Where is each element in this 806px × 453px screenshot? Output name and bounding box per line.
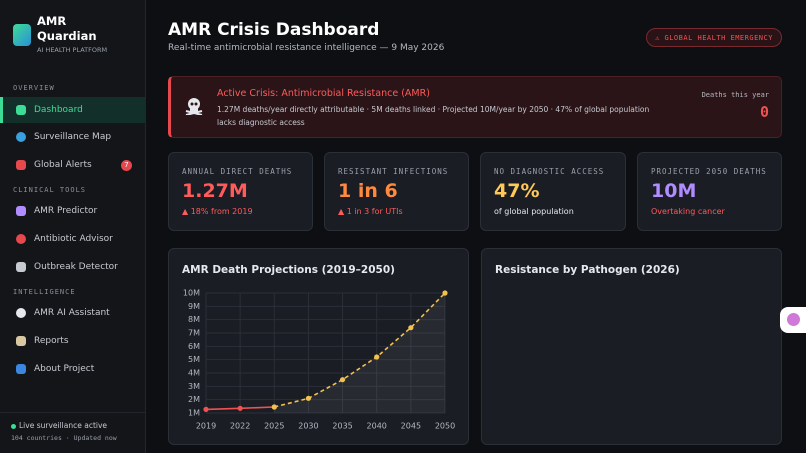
stat-card: ANNUAL DIRECT DEATHS 1.27M ▲ 18% from 2019: [168, 152, 313, 231]
point: [271, 404, 277, 410]
nav-item[interactable]: Antibiotic Advisor: [0, 226, 146, 252]
skull-icon: [185, 98, 203, 115]
tagline: AI HEALTH PLATFORM: [37, 46, 108, 54]
y-tick-label: 2M: [188, 395, 200, 404]
stat-note: Overtaking cancer: [651, 207, 725, 216]
section-title: OVERVIEW: [13, 84, 55, 92]
chart-title: AMR Death Projections (2019–2050): [182, 264, 395, 276]
brand: AMR Quardian: [37, 14, 97, 43]
counter-label: Deaths this year: [701, 91, 769, 99]
nav-label: Dashboard: [34, 105, 83, 115]
stat-card: PROJECTED 2050 DEATHS 10M Overtaking cance…: [637, 152, 782, 231]
page-title: AMR Crisis Dashboard: [168, 20, 380, 40]
x-tick-label: 2019: [196, 422, 216, 431]
x-tick-label: 2022: [230, 422, 250, 431]
counter-value: 0: [759, 103, 769, 121]
pathogen-panel: Resistance by Pathogen (2026): [481, 248, 782, 445]
nav-label: About Project: [34, 364, 95, 374]
nav-label: Reports: [34, 336, 69, 346]
nav-item[interactable]: Global Alerts 7: [0, 152, 146, 178]
crisis-banner: Active Crisis: Antimicrobial Resistance …: [168, 76, 782, 138]
alert-pill: ⚠ GLOBAL HEALTH EMERGENCY: [646, 28, 782, 47]
nav-label: Surveillance Map: [34, 132, 112, 142]
stat-value: 1 in 6: [338, 180, 398, 202]
nav-item[interactable]: About Project: [0, 356, 146, 382]
section-title: INTELLIGENCE: [13, 288, 76, 296]
y-tick-label: 5M: [188, 355, 200, 364]
y-tick-label: 7M: [188, 329, 200, 338]
point: [374, 354, 380, 360]
stat-value: 10M: [651, 180, 697, 202]
point: [237, 405, 243, 411]
y-tick-label: 9M: [188, 302, 200, 311]
stat-note: of global population: [494, 207, 574, 216]
panel-title: Resistance by Pathogen (2026): [495, 264, 680, 276]
x-tick-label: 2030: [298, 422, 318, 431]
nav-item[interactable]: AMR AI Assistant: [0, 300, 146, 326]
divider: [0, 412, 146, 413]
status: Live surveillance active: [19, 421, 108, 430]
point: [339, 377, 346, 383]
logo: [13, 24, 31, 46]
stat-label: ANNUAL DIRECT DEATHS: [182, 167, 293, 176]
y-tick-label: 1M: [188, 409, 200, 418]
nav-label: AMR AI Assistant: [34, 308, 110, 318]
assistant-button[interactable]: [780, 307, 806, 333]
brain-icon: [787, 313, 800, 326]
point: [442, 290, 448, 296]
page-subtitle: Real-time antimicrobial resistance intel…: [168, 43, 445, 53]
x-tick-label: 2045: [401, 422, 421, 431]
status-dot: [11, 424, 16, 429]
banner-title: Active Crisis: Antimicrobial Resistance …: [217, 88, 430, 99]
point: [305, 395, 312, 401]
stat-value: 47%: [494, 180, 540, 202]
y-tick-label: 8M: [188, 315, 200, 324]
nav-label: Antibiotic Advisor: [34, 234, 113, 244]
x-tick-label: 2035: [332, 422, 352, 431]
point: [408, 325, 414, 331]
stat-note: ▲ 1 in 3 for UTIs: [338, 207, 403, 216]
sidebar: AMR Quardian AI HEALTH PLATFORM OVERVIEW…: [0, 0, 146, 453]
nav-item[interactable]: Surveillance Map: [0, 124, 146, 150]
banner-text: 1.27M deaths/year directly attributable …: [217, 105, 650, 127]
stat-label: PROJECTED 2050 DEATHS: [651, 167, 767, 176]
x-tick-label: 2040: [367, 422, 387, 431]
stat-label: NO DIAGNOSTIC ACCESS: [494, 167, 605, 176]
status-detail: 104 countries · Updated now: [11, 434, 117, 442]
chart: 1M 2M 3M 4M 5M 6M 7M 8M 9M 10M 2019 2022 2025 2030 203…: [183, 289, 455, 431]
y-tick-label: 3M: [188, 382, 200, 391]
section-title: CLINICAL TOOLS: [13, 186, 87, 194]
nav-item[interactable]: AMR Predictor: [0, 198, 146, 224]
x-tick-label: 2025: [264, 422, 284, 431]
x-tick-label: 2050: [435, 422, 455, 431]
stat-card: RESISTANT INFECTIONS 1 in 6 ▲ 1 in 3 for U…: [324, 152, 469, 231]
stat-note: ▲ 18% from 2019: [182, 207, 253, 216]
stat-value: 1.27M: [182, 180, 248, 202]
y-tick-label: 4M: [188, 369, 200, 378]
series-line: [274, 292, 446, 408]
nav-label: Global Alerts: [34, 160, 92, 170]
nav-item[interactable]: Outbreak Detector: [0, 254, 146, 280]
nav-label: AMR Predictor: [34, 206, 98, 216]
y-tick-label: 6M: [188, 342, 200, 351]
badge: 7: [121, 159, 132, 171]
nav-item[interactable]: Reports: [0, 328, 146, 354]
stat-card: NO DIAGNOSTIC ACCESS 47% of global populat…: [480, 152, 626, 231]
nav-item[interactable]: Dashboard: [0, 97, 146, 123]
area: [274, 293, 445, 413]
y-tick-label: 10M: [183, 289, 200, 298]
stat-label: RESISTANT INFECTIONS: [338, 167, 449, 176]
point: [203, 406, 209, 412]
nav-label: Outbreak Detector: [34, 262, 118, 272]
